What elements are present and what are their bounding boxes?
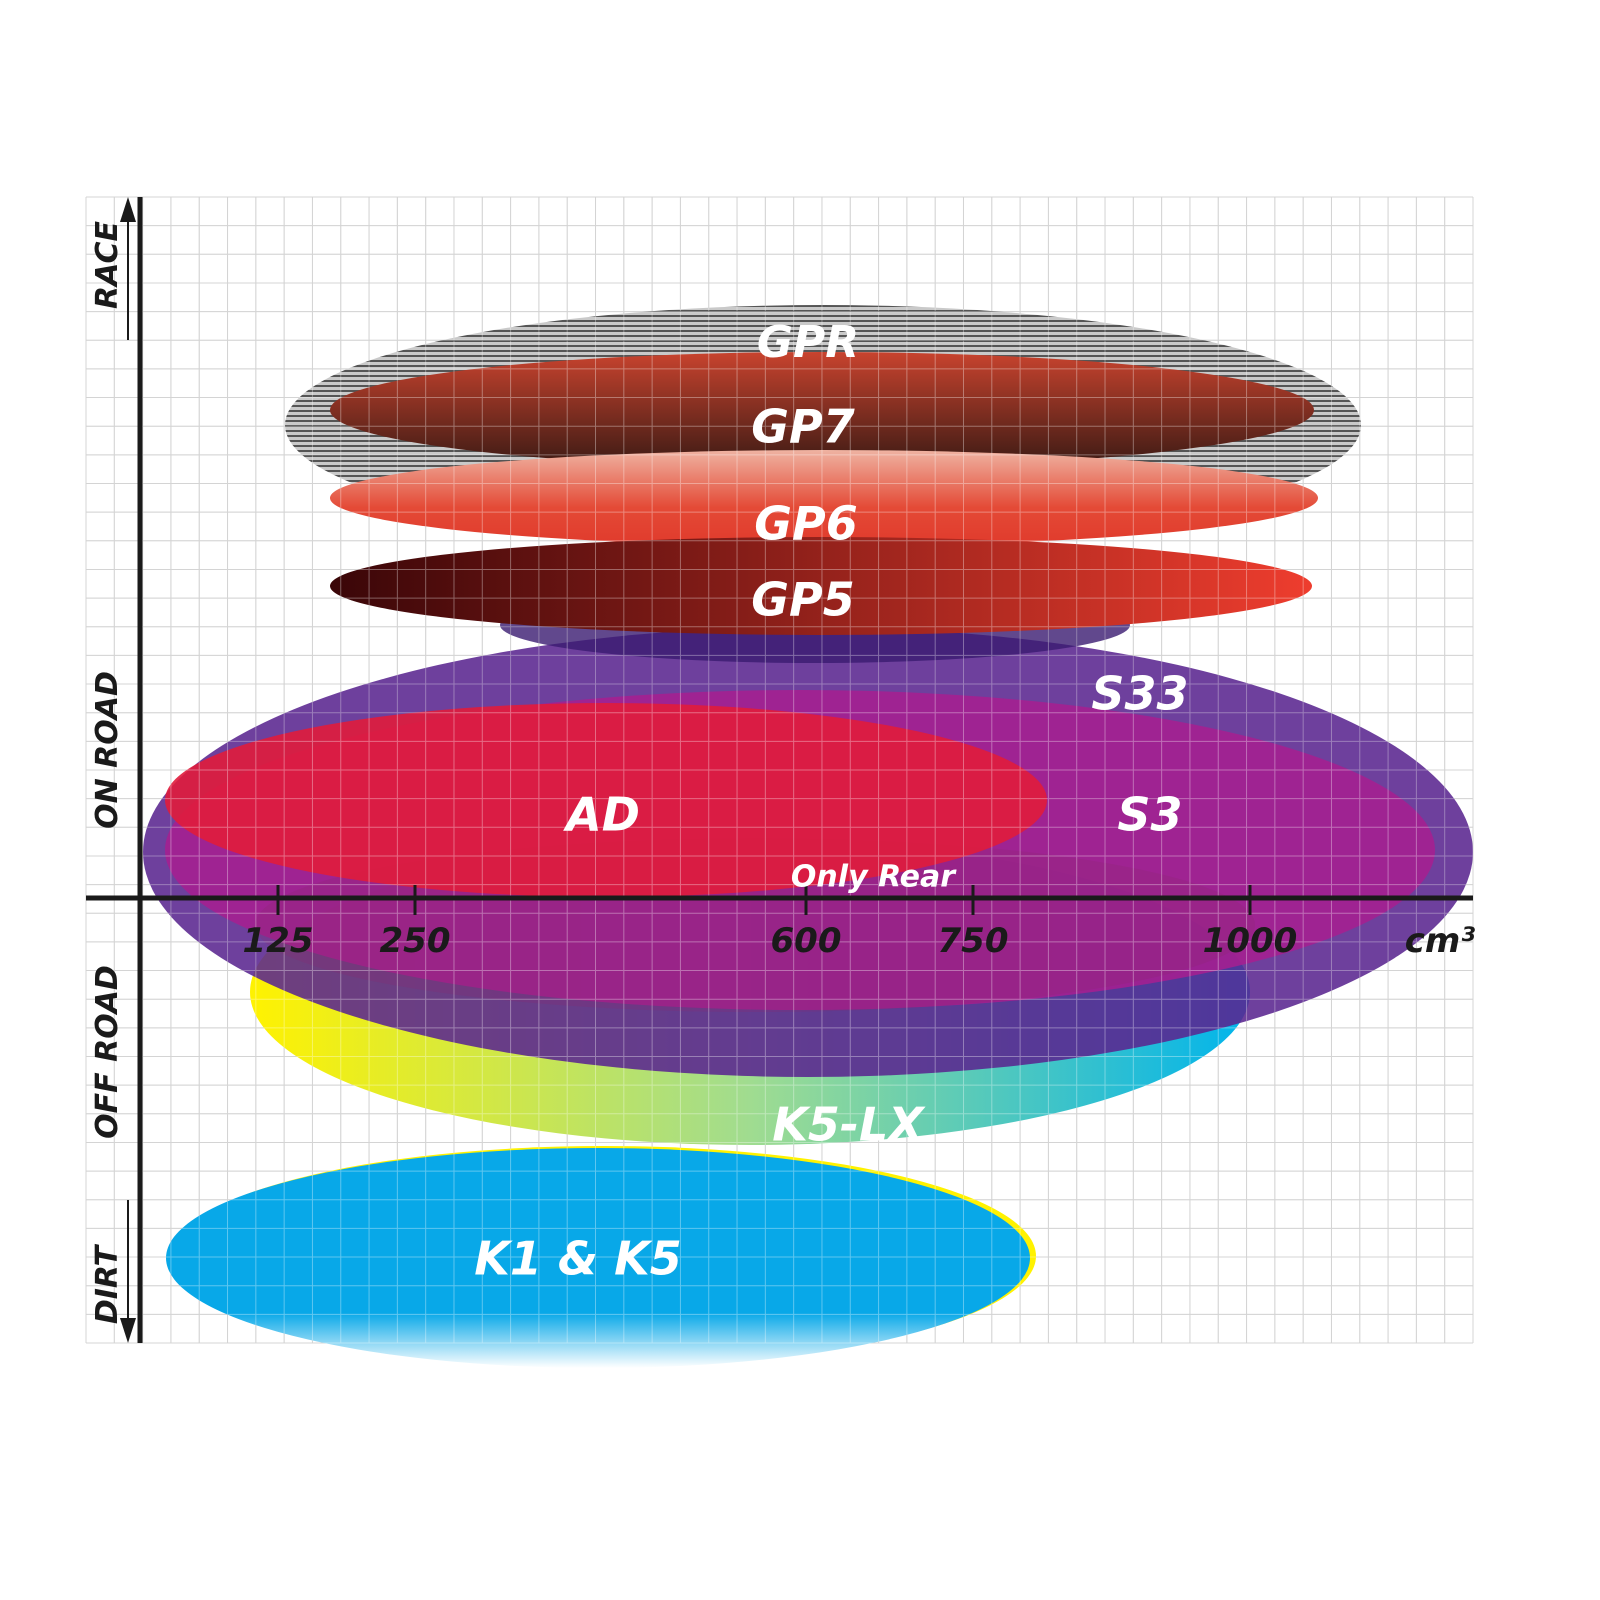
x-axis-label: cm³ (1405, 921, 1476, 961)
ellipse-gp5 (330, 537, 1312, 635)
x-tick-label: 250 (380, 921, 451, 961)
y-category-dirt: DIRT (90, 1243, 125, 1324)
arrow-up-icon (120, 197, 136, 222)
label-k5-lx: K5-LX (772, 1098, 926, 1152)
x-tick-label: 600 (771, 921, 842, 961)
ellipse-gp7 (330, 352, 1314, 468)
label-ad: AD (563, 788, 640, 842)
x-tick-label: 750 (938, 921, 1009, 961)
label-gpr: GPR (757, 317, 859, 368)
y-category-on-road: ON ROAD (90, 671, 125, 829)
ellipse-gp6 (330, 450, 1318, 546)
label-gp5: GP5 (751, 573, 854, 627)
ellipse-ad (165, 703, 1047, 897)
y-category-off-road: OFF ROAD (90, 965, 125, 1139)
x-tick-label: 125 (243, 921, 314, 961)
label-gp6: GP6 (754, 497, 857, 551)
ellipse-k1-k5 (166, 1148, 1030, 1368)
y-category-race: RACE (90, 221, 125, 309)
label-k1-k5: K1 & K5 (474, 1232, 681, 1286)
label-s3: S3 (1117, 788, 1182, 842)
label-s33: S33 (1091, 667, 1188, 721)
label-only-rear: Only Rear (791, 860, 957, 895)
arrow-down-icon (120, 1318, 136, 1343)
label-gp7: GP7 (751, 400, 854, 454)
x-tick-label: 1000 (1203, 921, 1298, 961)
